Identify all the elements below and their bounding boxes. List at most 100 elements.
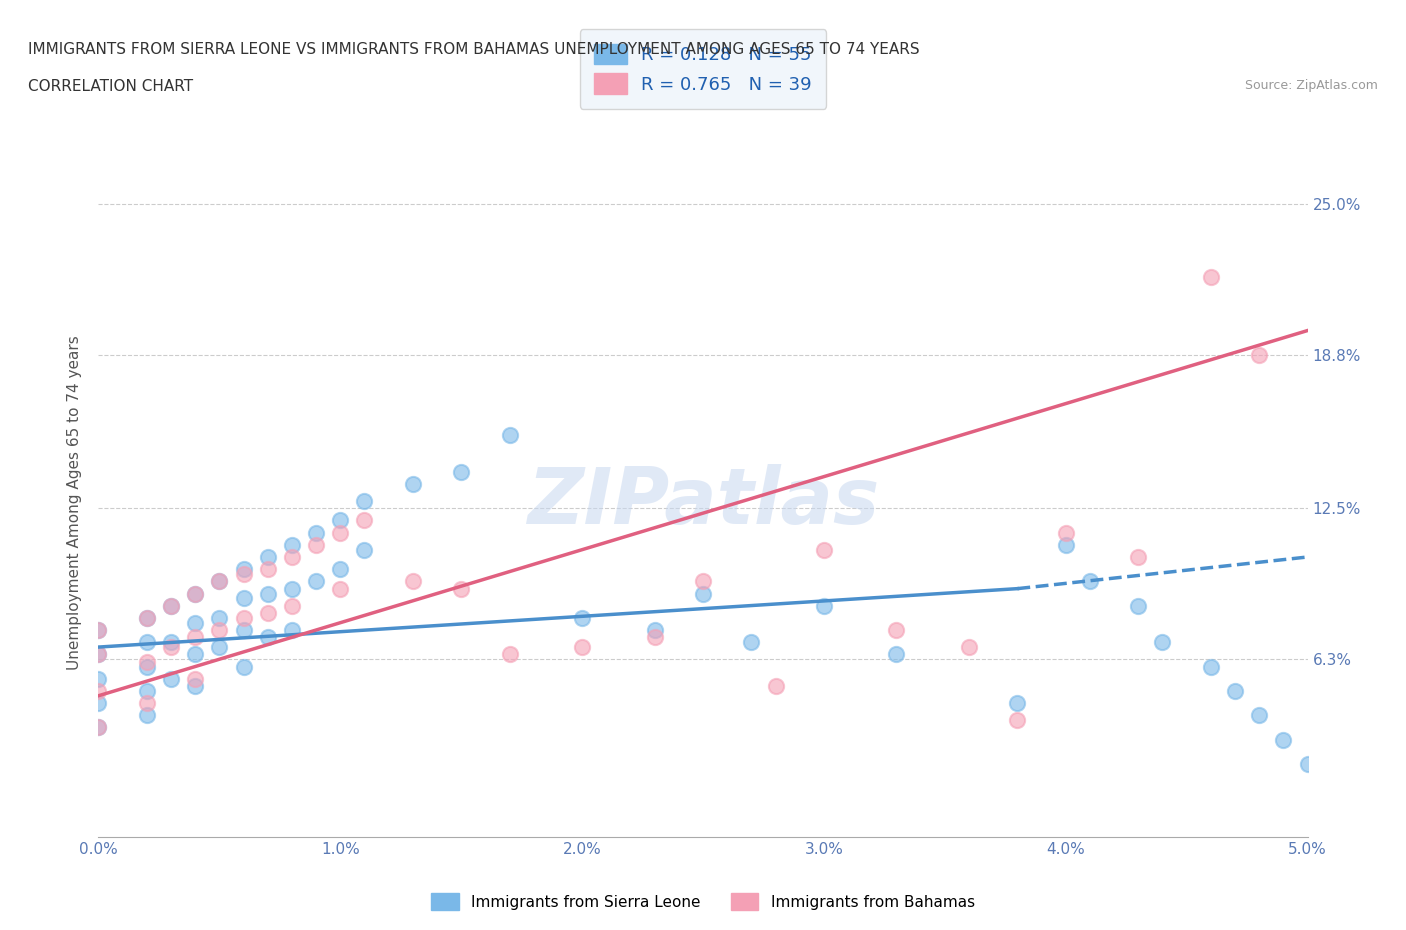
Point [498, 428, 520, 443]
Text: CORRELATION CHART: CORRELATION CHART [28, 79, 193, 94]
Point [281, 538, 304, 552]
Point [1007, 696, 1029, 711]
Point [353, 513, 375, 528]
Point [208, 574, 231, 589]
Point [208, 622, 231, 637]
Point [135, 610, 157, 625]
Point [87, 647, 110, 662]
Point [957, 640, 980, 655]
Point [184, 630, 207, 644]
Point [740, 635, 762, 650]
Legend: Immigrants from Sierra Leone, Immigrants from Bahamas: Immigrants from Sierra Leone, Immigrants… [425, 886, 981, 916]
Point [281, 581, 304, 596]
Y-axis label: Unemployment Among Ages 65 to 74 years: Unemployment Among Ages 65 to 74 years [67, 335, 83, 670]
Point [135, 610, 157, 625]
Point [184, 586, 207, 601]
Text: Source: ZipAtlas.com: Source: ZipAtlas.com [1244, 79, 1378, 92]
Point [813, 598, 835, 613]
Point [498, 647, 520, 662]
Point [402, 476, 425, 491]
Point [1128, 550, 1150, 565]
Point [135, 654, 157, 669]
Point [305, 525, 328, 540]
Point [184, 679, 207, 694]
Point [886, 622, 908, 637]
Point [353, 542, 375, 557]
Point [450, 581, 472, 596]
Point [87, 696, 110, 711]
Point [208, 574, 231, 589]
Point [184, 616, 207, 631]
Point [135, 684, 157, 698]
Point [353, 494, 375, 509]
Point [329, 581, 352, 596]
Point [1128, 598, 1150, 613]
Text: ZIPatlas: ZIPatlas [527, 464, 879, 540]
Point [232, 591, 254, 605]
Point [232, 659, 254, 674]
Point [135, 659, 157, 674]
Point [305, 574, 328, 589]
Point [329, 525, 352, 540]
Point [813, 542, 835, 557]
Point [765, 679, 787, 694]
Point [184, 647, 207, 662]
Point [402, 574, 425, 589]
Point [184, 671, 207, 686]
Point [1007, 712, 1029, 727]
Point [256, 562, 278, 577]
Point [305, 538, 328, 552]
Point [208, 610, 231, 625]
Point [1152, 635, 1174, 650]
Point [644, 622, 666, 637]
Point [1223, 684, 1246, 698]
Point [232, 566, 254, 581]
Point [571, 640, 593, 655]
Point [232, 562, 254, 577]
Point [1199, 659, 1222, 674]
Point [1296, 756, 1319, 771]
Point [281, 598, 304, 613]
Point [644, 630, 666, 644]
Point [87, 684, 110, 698]
Point [135, 696, 157, 711]
Point [232, 610, 254, 625]
Point [87, 720, 110, 735]
Point [256, 586, 278, 601]
Point [281, 622, 304, 637]
Point [160, 598, 183, 613]
Text: IMMIGRANTS FROM SIERRA LEONE VS IMMIGRANTS FROM BAHAMAS UNEMPLOYMENT AMONG AGES : IMMIGRANTS FROM SIERRA LEONE VS IMMIGRAN… [28, 42, 920, 57]
Point [1199, 270, 1222, 285]
Point [692, 574, 714, 589]
Point [87, 622, 110, 637]
Point [184, 586, 207, 601]
Point [160, 598, 183, 613]
Point [256, 605, 278, 620]
Point [135, 635, 157, 650]
Point [1078, 574, 1101, 589]
Point [692, 586, 714, 601]
Point [886, 647, 908, 662]
Point [1249, 348, 1271, 363]
Point [1054, 525, 1077, 540]
Point [329, 513, 352, 528]
Point [256, 630, 278, 644]
Point [160, 640, 183, 655]
Point [571, 610, 593, 625]
Point [1272, 732, 1295, 747]
Point [160, 671, 183, 686]
Point [208, 640, 231, 655]
Point [329, 562, 352, 577]
Point [135, 708, 157, 723]
Point [450, 464, 472, 479]
Point [87, 720, 110, 735]
Point [87, 671, 110, 686]
Point [87, 647, 110, 662]
Point [87, 622, 110, 637]
Point [1249, 708, 1271, 723]
Point [256, 550, 278, 565]
Point [1054, 538, 1077, 552]
Point [232, 622, 254, 637]
Point [160, 635, 183, 650]
Point [281, 550, 304, 565]
